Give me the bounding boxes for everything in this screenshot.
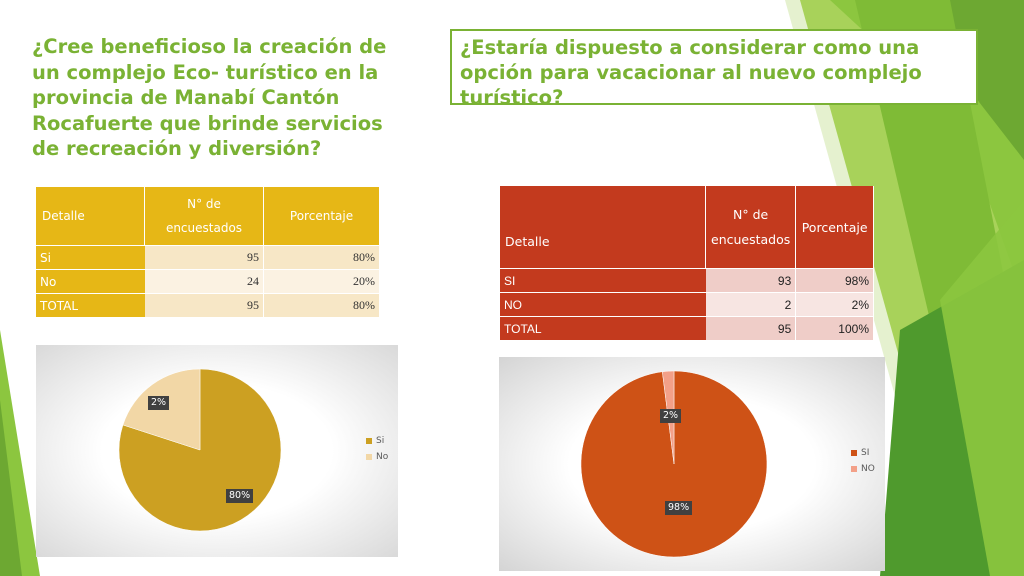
data-label-si: 80%	[226, 489, 254, 503]
right-survey-table: Detalle N° de encuestados Porcentaje SI …	[500, 186, 874, 340]
row-label: Si	[36, 245, 145, 269]
header-detalle: Detalle	[36, 187, 145, 245]
table-row: NO 2 2%	[500, 292, 874, 316]
legend-swatch-si	[851, 450, 857, 456]
legend-label: NO	[861, 464, 875, 474]
row-percent: 2%	[796, 292, 874, 316]
row-label: SI	[500, 268, 706, 292]
row-label: TOTAL	[36, 293, 145, 317]
legend-item: SI	[851, 445, 875, 461]
legend-swatch-no	[851, 466, 857, 472]
row-count: 95	[145, 245, 264, 269]
legend-item: Si	[366, 433, 388, 449]
table-row: TOTAL 95 100%	[500, 316, 874, 340]
data-label-no: 2%	[660, 409, 682, 423]
right-pie-svg	[580, 370, 768, 558]
legend-swatch-no	[366, 454, 372, 460]
data-label-no: 2%	[148, 396, 170, 410]
data-label-si: 98%	[665, 501, 693, 515]
right-question-box: ¿Estaría dispuesto a considerar como una…	[450, 29, 978, 109]
row-label: No	[36, 269, 145, 293]
row-label: NO	[500, 292, 706, 316]
left-survey-table: Detalle N° de encuestados Porcentaje Si …	[36, 187, 380, 317]
header-encuestados: N° de encuestados	[706, 186, 797, 268]
header-detalle: Detalle	[500, 186, 706, 268]
table-row: TOTAL 95 80%	[36, 293, 380, 317]
header-encuestados: N° de encuestados	[145, 187, 264, 245]
right-chart-legend: SI NO	[851, 445, 875, 477]
legend-label: Si	[376, 436, 385, 446]
legend-label: SI	[861, 448, 870, 458]
table-row: Si 95 80%	[36, 245, 380, 269]
row-count: 24	[145, 269, 264, 293]
row-count: 2	[706, 292, 797, 316]
legend-label: No	[376, 452, 389, 462]
header-porcentaje: Porcentaje	[264, 187, 380, 245]
left-question-title: ¿Cree beneficioso la creación de un comp…	[32, 35, 387, 160]
table-row: SI 93 98%	[500, 268, 874, 292]
table-row: No 24 20%	[36, 269, 380, 293]
row-percent: 80%	[264, 245, 380, 269]
row-percent: 100%	[796, 316, 874, 340]
legend-item: NO	[851, 461, 875, 477]
row-percent: 80%	[264, 293, 380, 317]
left-pie-svg	[118, 368, 282, 532]
right-question-title: ¿Estaría dispuesto a considerar como una…	[460, 36, 922, 109]
header-porcentaje: Porcentaje	[796, 186, 874, 268]
row-percent: 20%	[264, 269, 380, 293]
row-label: TOTAL	[500, 316, 706, 340]
left-pie-chart: 2% 80% Si No	[36, 345, 398, 557]
row-count: 95	[145, 293, 264, 317]
row-percent: 98%	[796, 268, 874, 292]
row-count: 95	[706, 316, 797, 340]
right-pie-chart: 2% 98% SI NO	[499, 357, 885, 571]
left-chart-legend: Si No	[366, 433, 388, 465]
row-count: 93	[706, 268, 797, 292]
legend-item: No	[366, 449, 388, 465]
legend-swatch-si	[366, 438, 372, 444]
